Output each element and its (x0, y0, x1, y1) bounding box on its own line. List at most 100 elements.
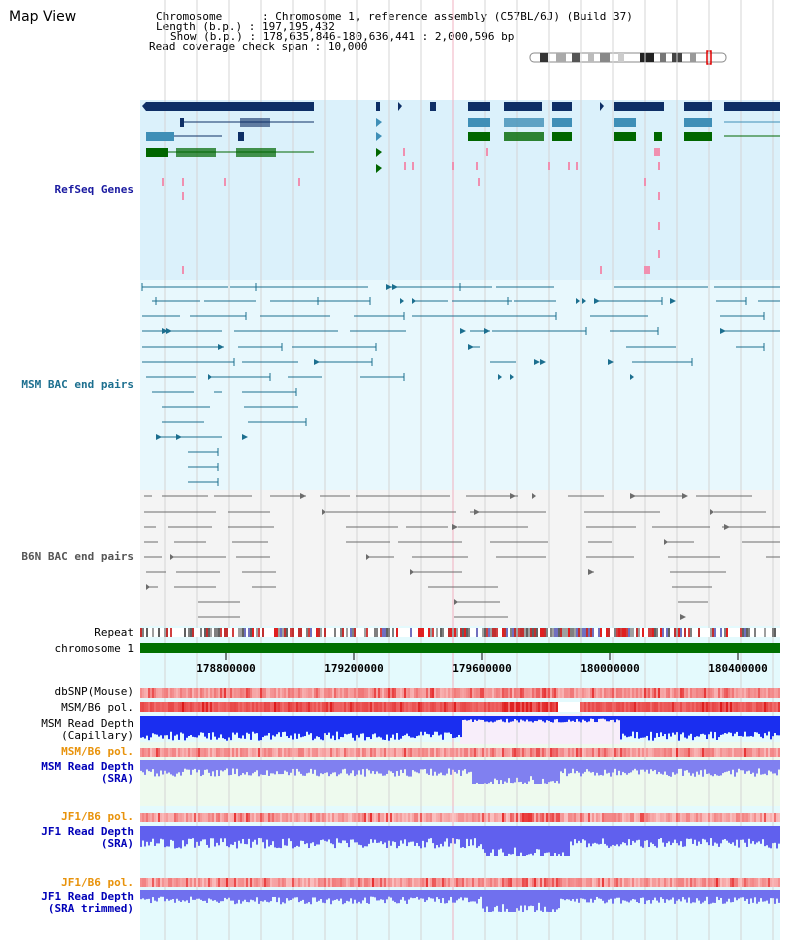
chromosome-ideogram[interactable] (529, 50, 727, 65)
heat-cell (704, 878, 706, 887)
heat-cell (362, 813, 364, 822)
heat-cell (436, 813, 438, 822)
heat-cell (582, 813, 584, 822)
depth-bar (714, 760, 716, 775)
heat-cell (734, 813, 736, 822)
depth-bar (718, 716, 720, 738)
depth-bar (624, 760, 626, 774)
depth-bar (472, 716, 474, 722)
heat-cell (656, 878, 658, 887)
heat-cell (308, 748, 310, 757)
depth-bar (182, 760, 184, 772)
track-label-repeat: Repeat (94, 626, 134, 639)
repeat-block (352, 628, 354, 637)
heat-cell (502, 702, 504, 712)
depth-bar (778, 716, 780, 736)
heat-cell (636, 688, 638, 698)
repeat-block (148, 628, 150, 637)
depth-bar (392, 716, 394, 735)
heat-cell (646, 688, 648, 698)
heat-cell (180, 878, 182, 887)
heat-cell (730, 878, 732, 887)
heat-cell (344, 688, 346, 698)
depth-bar (562, 760, 564, 774)
depth-bar (146, 890, 148, 900)
depth-bar (188, 826, 190, 839)
heat-cell (704, 813, 706, 822)
depth-bar (648, 826, 650, 848)
repeat-track[interactable] (140, 628, 780, 637)
depth-bar (588, 716, 590, 722)
heat-cell (768, 688, 770, 698)
heat-cell (504, 748, 506, 757)
heat-cell (614, 702, 616, 712)
depth-bar (298, 826, 300, 847)
depth-bar (386, 760, 388, 774)
heat-cell (480, 813, 482, 822)
depth-bar (454, 716, 456, 738)
repeat-block (416, 628, 418, 637)
axis-tick-label: 179200000 (324, 662, 384, 675)
repeat-block (328, 628, 330, 637)
depth-bar (246, 716, 248, 733)
b6n-bac-end-pairs-track[interactable] (144, 493, 780, 620)
depth-bar (510, 890, 512, 912)
depth-bar (204, 826, 206, 840)
repeat-block (302, 628, 304, 637)
heat-cell (184, 702, 186, 712)
track-label-refseq[interactable]: RefSeq Genes (54, 183, 134, 196)
msm-bac-end-pairs-track[interactable] (141, 283, 780, 486)
depth-bar (560, 716, 562, 723)
heat-cell (528, 688, 530, 698)
heat-cell (522, 748, 524, 757)
depth-bar (498, 890, 500, 912)
heat-cell (510, 702, 512, 712)
heat-cell (242, 688, 244, 698)
heat-cell (520, 688, 522, 698)
depth-bar (614, 760, 616, 769)
depth-bar (744, 826, 746, 843)
heat-cell (374, 688, 376, 698)
depth-bar (268, 716, 270, 734)
heat-cell (490, 702, 492, 712)
depth-bar (238, 890, 240, 900)
heat-cell (728, 688, 730, 698)
chromosome-bar[interactable] (140, 643, 780, 653)
heat-cell (438, 702, 440, 712)
repeat-block (470, 628, 472, 637)
heat-cell (608, 878, 610, 887)
depth-bar (456, 760, 458, 774)
depth-bar (348, 716, 350, 734)
depth-bar (706, 890, 708, 897)
heat-cell (738, 748, 740, 757)
refseq-genes-track[interactable] (142, 102, 780, 274)
depth-bar (466, 826, 468, 839)
depth-bar (776, 760, 778, 776)
heat-cell (740, 878, 742, 887)
heat-cell (330, 688, 332, 698)
repeat-block (568, 628, 570, 637)
track-label-b6n-bac[interactable]: B6N BAC end pairs (21, 550, 134, 563)
depth-bar (446, 760, 448, 774)
depth-bar (694, 760, 696, 777)
depth-bar (476, 890, 478, 904)
heat-cell (654, 688, 656, 698)
depth-bar (514, 826, 516, 848)
heat-cell (548, 878, 550, 887)
repeat-block (490, 628, 492, 637)
heat-cell (340, 688, 342, 698)
heat-cell (160, 748, 162, 757)
repeat-block (584, 628, 586, 637)
heat-cell (388, 748, 390, 757)
track-label-msm-bac[interactable]: MSM BAC end pairs (21, 378, 134, 391)
heat-cell (164, 748, 166, 757)
heat-cell (498, 878, 500, 887)
depth-bar (768, 890, 770, 904)
heat-cell (538, 813, 540, 822)
polymorphism-heat-tracks[interactable] (140, 688, 780, 887)
heat-cell (672, 702, 674, 712)
heat-cell (582, 688, 584, 698)
depth-bar (238, 760, 240, 777)
read-depth-tracks[interactable] (140, 716, 780, 912)
